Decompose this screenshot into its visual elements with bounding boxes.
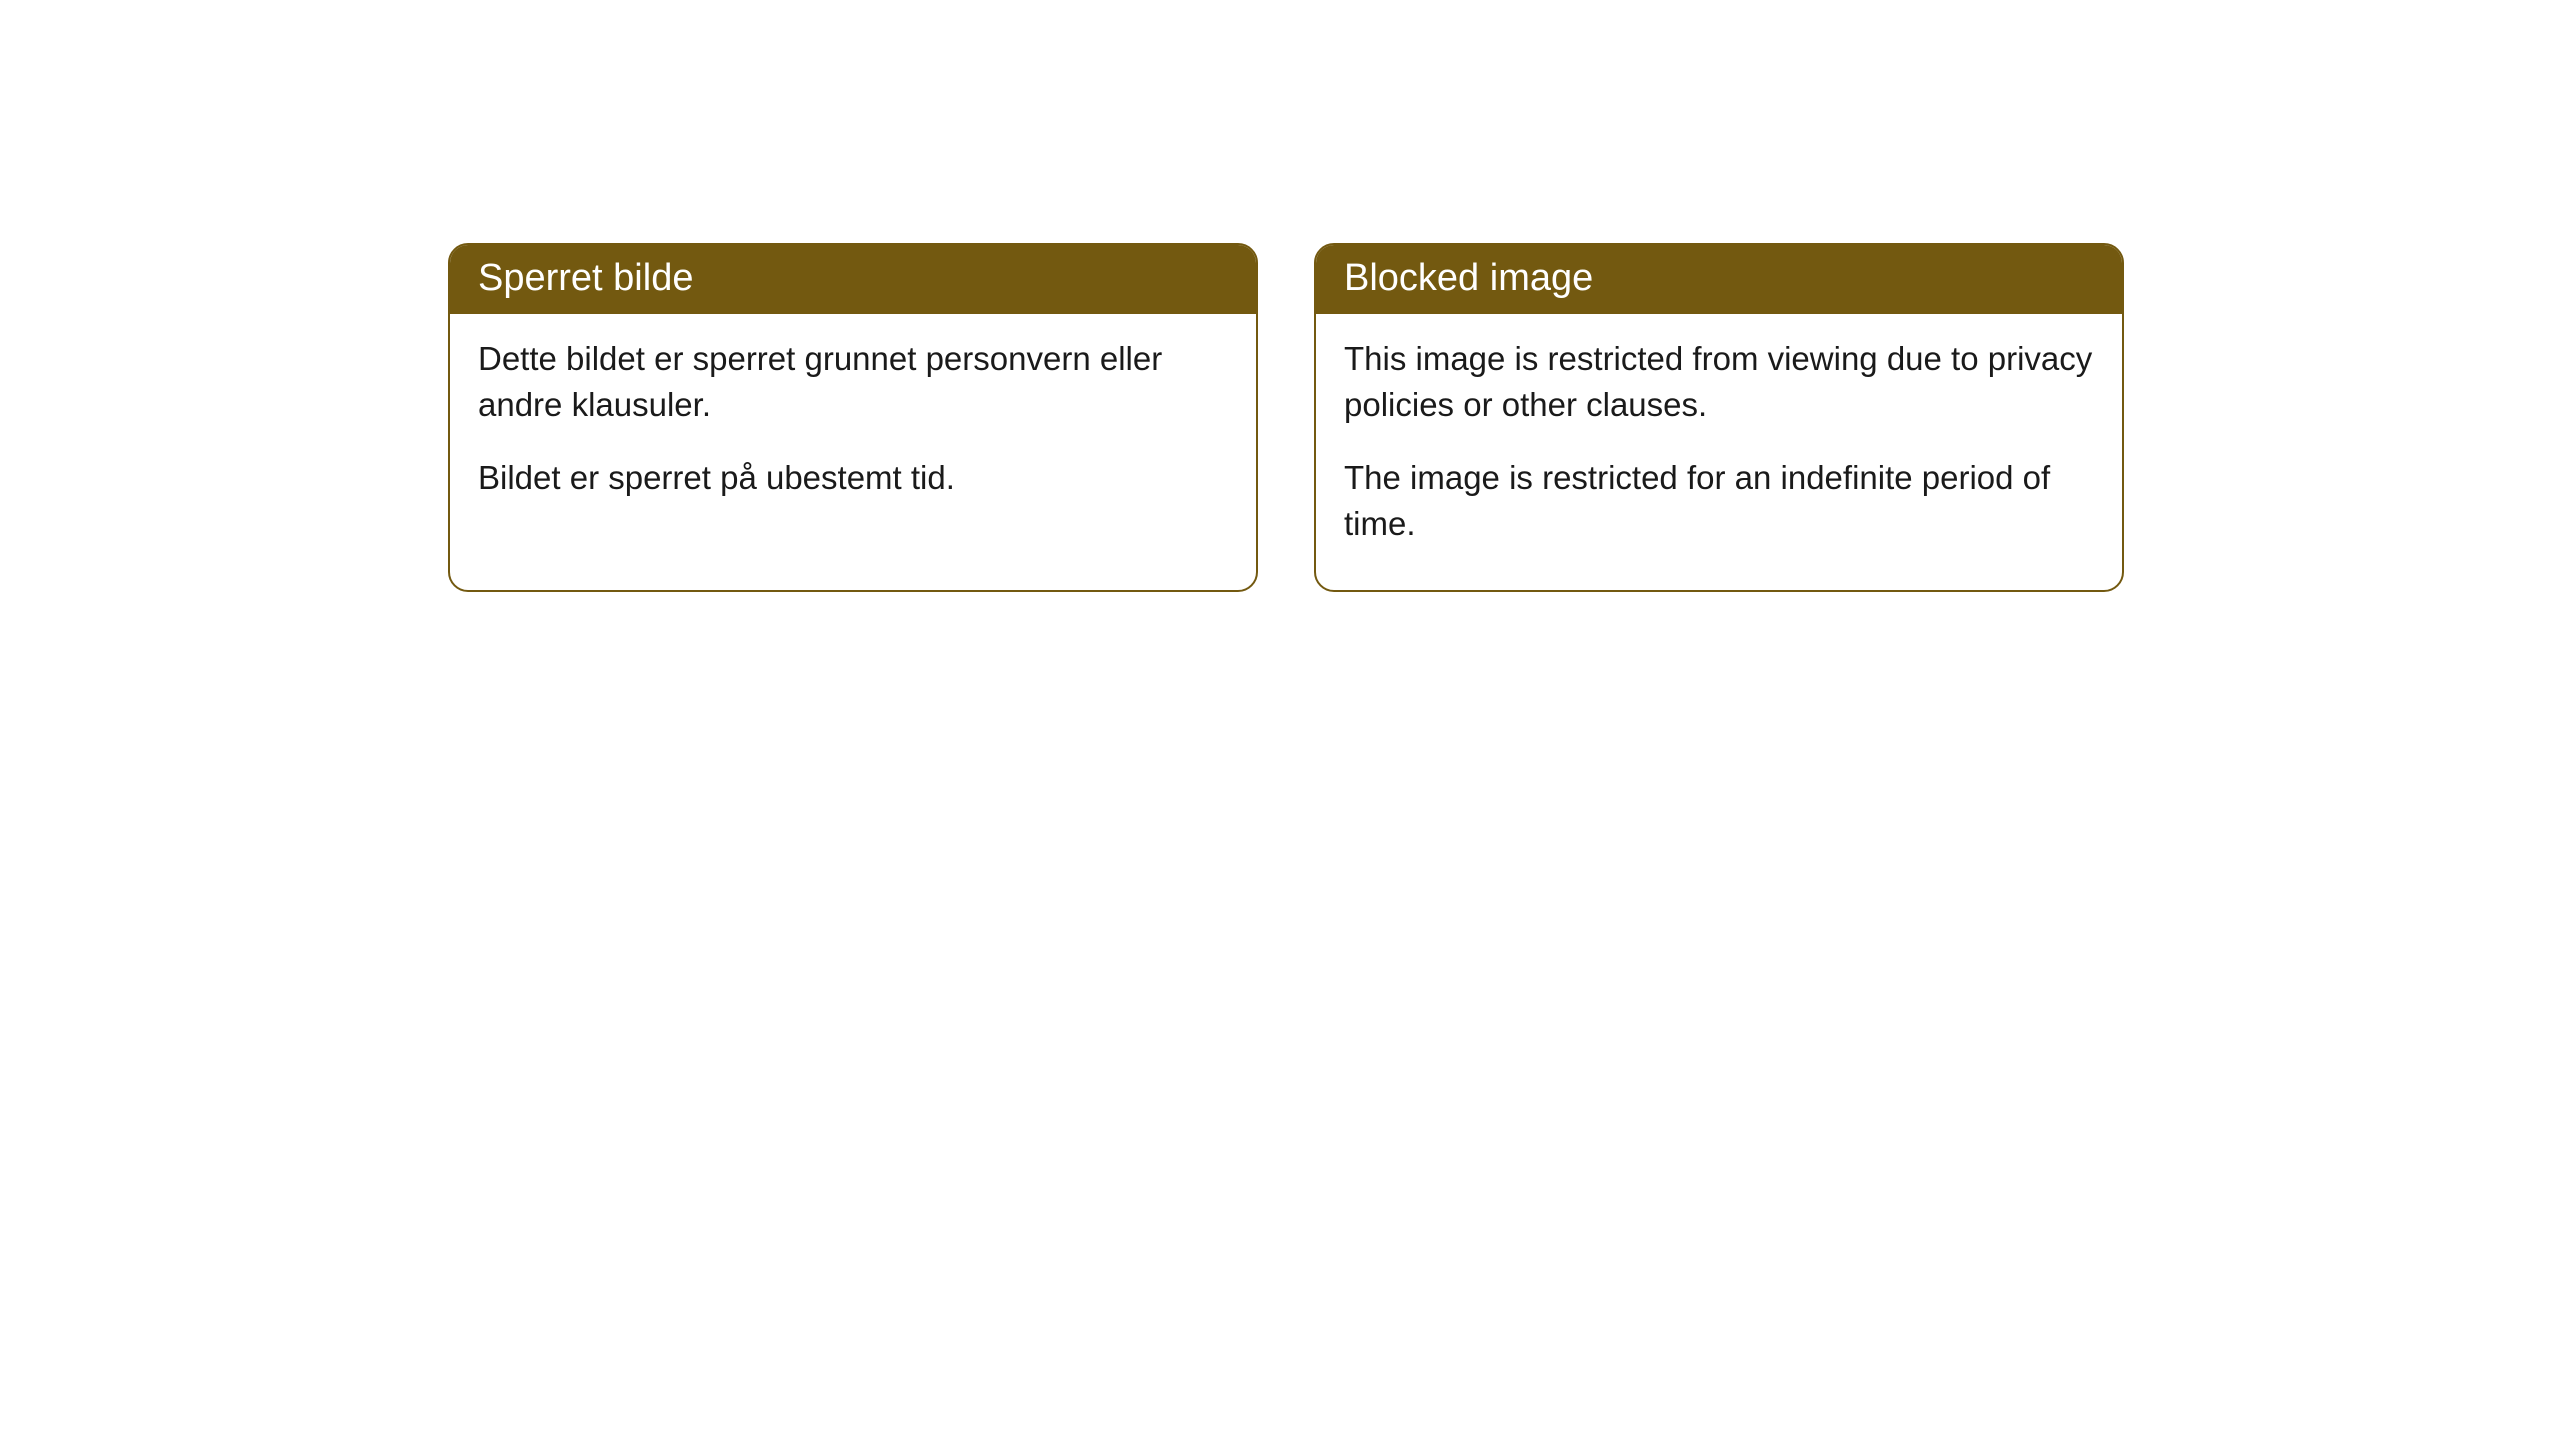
card-body: This image is restricted from viewing du… <box>1316 314 2122 590</box>
card-paragraph: Dette bildet er sperret grunnet personve… <box>478 336 1228 427</box>
card-title: Blocked image <box>1344 257 1593 299</box>
card-body: Dette bildet er sperret grunnet personve… <box>450 314 1256 545</box>
card-paragraph: This image is restricted from viewing du… <box>1344 336 2094 427</box>
card-title: Sperret bilde <box>478 257 693 299</box>
blocked-image-card-en: Blocked image This image is restricted f… <box>1314 243 2124 592</box>
card-paragraph: Bildet er sperret på ubestemt tid. <box>478 455 1228 501</box>
card-header: Sperret bilde <box>450 245 1256 314</box>
cards-container: Sperret bilde Dette bildet er sperret gr… <box>0 0 2560 592</box>
blocked-image-card-no: Sperret bilde Dette bildet er sperret gr… <box>448 243 1258 592</box>
card-header: Blocked image <box>1316 245 2122 314</box>
card-paragraph: The image is restricted for an indefinit… <box>1344 455 2094 546</box>
